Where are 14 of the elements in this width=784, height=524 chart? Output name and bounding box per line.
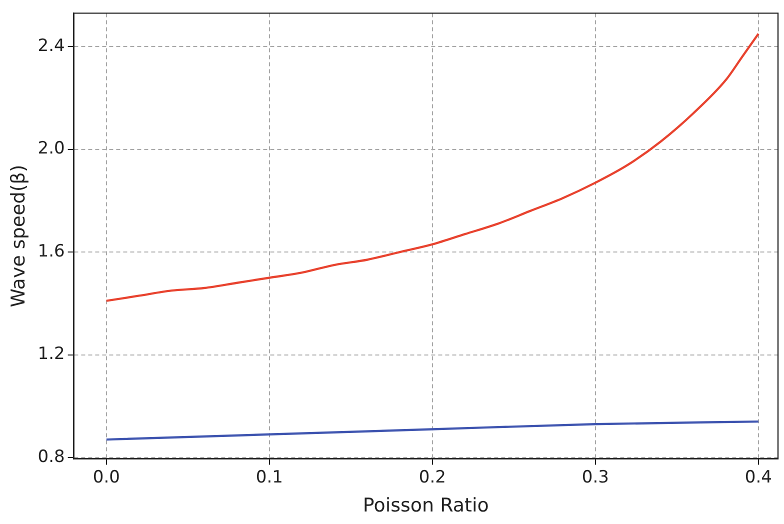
x-axis-title: Poisson Ratio <box>362 494 489 517</box>
line-series <box>105 32 760 302</box>
x-tick-label: 0.0 <box>92 467 120 488</box>
y-tick-label: 2.0 <box>38 138 65 159</box>
x-tick-label: 0.2 <box>418 467 446 488</box>
y-axis-title: Wave speed(β) <box>7 164 30 308</box>
x-tick-label: 0.4 <box>744 467 772 488</box>
x-tick-label: 0.3 <box>582 467 609 488</box>
y-tick-label: 1.6 <box>38 241 65 262</box>
y-tick-label: 0.8 <box>38 446 65 467</box>
y-tick-label: 2.4 <box>38 36 65 56</box>
y-tick-label: 1.2 <box>38 344 65 364</box>
x-tick-label: 0.1 <box>256 467 283 488</box>
line-series <box>105 420 760 441</box>
